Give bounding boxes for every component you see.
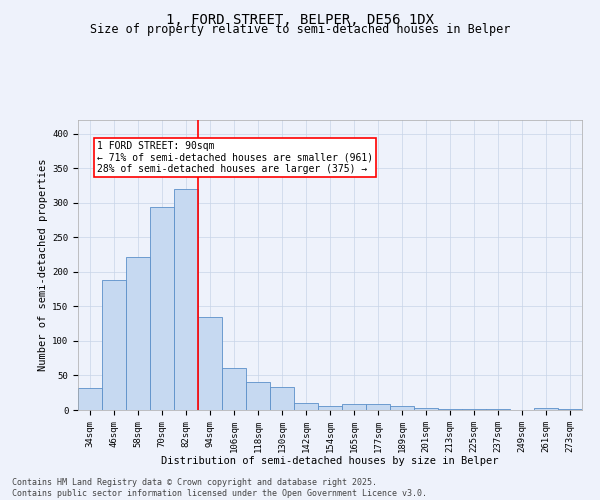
Text: Contains HM Land Registry data © Crown copyright and database right 2025.
Contai: Contains HM Land Registry data © Crown c… [12, 478, 427, 498]
Bar [390, 406, 414, 410]
Bar [342, 404, 366, 410]
Text: 1, FORD STREET, BELPER, DE56 1DX: 1, FORD STREET, BELPER, DE56 1DX [166, 12, 434, 26]
Bar [246, 382, 270, 410]
Bar [198, 317, 222, 410]
Bar [294, 403, 318, 410]
Bar [150, 207, 174, 410]
X-axis label: Distribution of semi-detached houses by size in Belper: Distribution of semi-detached houses by … [161, 456, 499, 466]
Bar [414, 408, 438, 410]
Bar [558, 408, 582, 410]
Y-axis label: Number of semi-detached properties: Number of semi-detached properties [38, 159, 48, 371]
Bar [534, 408, 558, 410]
Text: Size of property relative to semi-detached houses in Belper: Size of property relative to semi-detach… [90, 22, 510, 36]
Bar [126, 258, 150, 410]
Bar [102, 280, 126, 410]
Bar [318, 406, 342, 410]
Bar [78, 388, 102, 410]
Bar [366, 404, 390, 410]
Bar [222, 368, 246, 410]
Text: 1 FORD STREET: 90sqm
← 71% of semi-detached houses are smaller (961)
28% of semi: 1 FORD STREET: 90sqm ← 71% of semi-detac… [97, 140, 373, 174]
Bar [270, 386, 294, 410]
Bar [174, 189, 198, 410]
